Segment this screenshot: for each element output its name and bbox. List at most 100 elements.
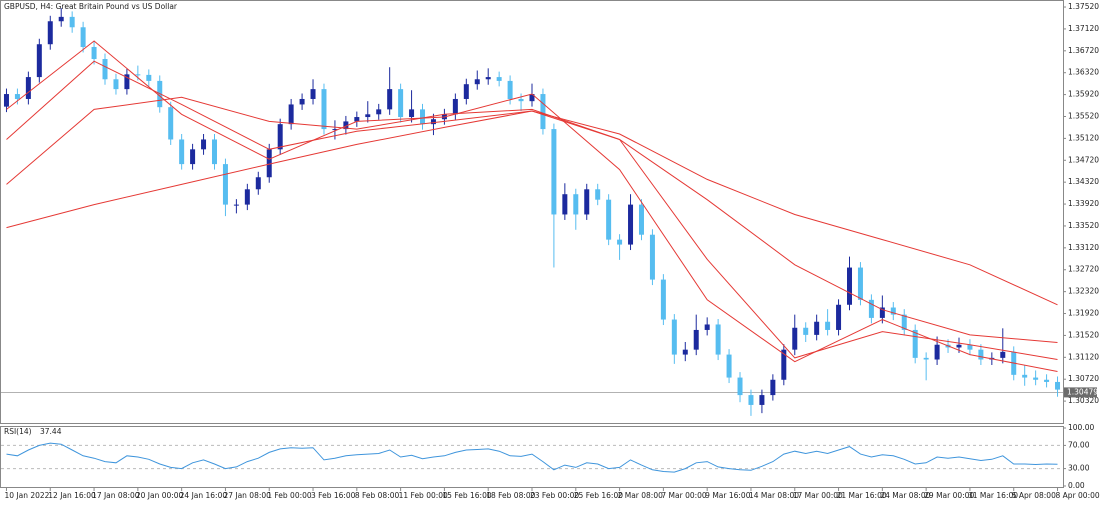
candle-body	[551, 129, 557, 215]
candle-body	[485, 77, 491, 80]
x-tick-label: 24 Mar 08:00	[880, 491, 930, 500]
x-tick-label: 1 Feb 00:00	[267, 491, 312, 500]
x-tick-label: 20 Jan 00:00	[136, 491, 184, 500]
candle-body	[693, 329, 699, 350]
candle-body	[638, 204, 644, 235]
rsi-value: 37.44	[40, 427, 62, 436]
x-tick-label: 31 Mar 16:00	[968, 491, 1018, 500]
candle-body	[759, 395, 765, 405]
x-tick-label: 12 Jan 16:00	[48, 491, 96, 500]
y-tick-label: 1.33520	[1068, 221, 1099, 230]
candle-body	[387, 89, 393, 110]
x-tick-label: 3 Feb 16:00	[311, 491, 356, 500]
candle-body	[792, 327, 798, 350]
rsi-tick-label: 30.00	[1068, 464, 1090, 473]
rsi-tick-label: 100.00	[1068, 423, 1094, 432]
rsi-tick-label: 70.00	[1068, 440, 1090, 449]
y-tick-label: 1.31120	[1068, 352, 1099, 361]
candle-body	[463, 84, 469, 99]
candle-body	[288, 104, 294, 125]
moving-average	[6, 40, 1058, 372]
candle-body	[584, 189, 590, 215]
candle-body	[562, 194, 568, 215]
y-tick-label: 1.36320	[1068, 68, 1099, 77]
candle-body	[606, 199, 612, 240]
moving-average	[6, 96, 1058, 343]
candle-body	[660, 279, 666, 320]
candle-body	[14, 94, 20, 99]
candle-body	[507, 80, 513, 99]
candle-body	[25, 77, 31, 99]
candle-body	[573, 194, 579, 215]
candle-body	[967, 344, 973, 350]
candle-body	[47, 21, 53, 45]
candle-body	[376, 109, 382, 115]
candle-body	[923, 357, 929, 360]
x-tick-label: 14 Mar 08:00	[749, 491, 799, 500]
candle-body	[529, 94, 535, 102]
candle-body	[135, 74, 141, 76]
y-tick-label: 1.32320	[1068, 287, 1099, 296]
x-tick-label: 18 Feb 08:00	[486, 491, 535, 500]
y-tick-label: 1.34720	[1068, 155, 1099, 164]
candle-body	[836, 304, 842, 330]
candle-body	[113, 79, 119, 90]
y-tick-label: 1.31520	[1068, 330, 1099, 339]
x-tick-label: 8 Apr 00:00	[1056, 491, 1100, 500]
rsi-tick-label: 0.00	[1068, 481, 1085, 490]
rsi-panel	[0, 426, 1064, 488]
x-tick-label: 27 Jan 08:00	[223, 491, 271, 500]
candle-body	[726, 354, 732, 378]
y-tick-label: 1.35120	[1068, 133, 1099, 142]
candle-body	[266, 149, 272, 178]
candle-body	[770, 379, 776, 396]
x-tick-label: 17 Mar 00:00	[793, 491, 843, 500]
bid-label: 1.30479	[1067, 387, 1098, 396]
candle-body	[934, 344, 940, 360]
x-tick-label: 25 Feb 16:00	[574, 491, 623, 500]
candle-body	[365, 114, 371, 118]
candle-body	[628, 204, 634, 245]
candle-body	[803, 327, 809, 335]
moving-average	[6, 110, 1058, 306]
candle-body	[649, 234, 655, 280]
x-tick-label: 2 Mar 08:00	[618, 491, 664, 500]
candle-body	[299, 98, 305, 105]
candle-body	[748, 395, 754, 405]
candle-body	[912, 329, 918, 358]
candle-body	[978, 349, 984, 360]
main-panel	[0, 0, 1064, 424]
candle-body	[737, 377, 743, 396]
y-tick-label: 1.37520	[1068, 2, 1099, 11]
x-tick-label: 15 Feb 16:00	[442, 491, 491, 500]
candle-body	[179, 139, 185, 165]
candle-body	[321, 89, 327, 130]
candle-body	[595, 189, 601, 200]
candle-body	[124, 74, 130, 90]
candle-body	[617, 239, 623, 245]
candle-body	[857, 267, 863, 300]
y-tick-label: 1.37120	[1068, 24, 1099, 33]
candle-body	[430, 119, 436, 125]
candle-body	[847, 267, 853, 305]
candle-body	[277, 124, 283, 150]
y-tick-label: 1.35920	[1068, 90, 1099, 99]
y-tick-label: 1.30320	[1068, 396, 1099, 405]
candle-body	[168, 107, 174, 140]
x-tick-label: 29 Mar 00:00	[924, 491, 974, 500]
candle-body	[255, 177, 261, 190]
candle-body	[781, 349, 787, 380]
candle-body	[91, 46, 97, 60]
candle-body	[540, 94, 546, 130]
candle-body	[332, 129, 338, 131]
y-tick-label: 1.36720	[1068, 46, 1099, 55]
candle-body	[1000, 351, 1006, 358]
y-tick-label: 1.34320	[1068, 177, 1099, 186]
candle-body	[211, 139, 217, 165]
candle-body	[890, 307, 896, 315]
x-tick-label: 8 Feb 08:00	[355, 491, 400, 500]
candle-body	[1022, 374, 1028, 378]
x-tick-label: 10 Jan 2022	[4, 491, 49, 500]
candle-body	[398, 89, 404, 118]
